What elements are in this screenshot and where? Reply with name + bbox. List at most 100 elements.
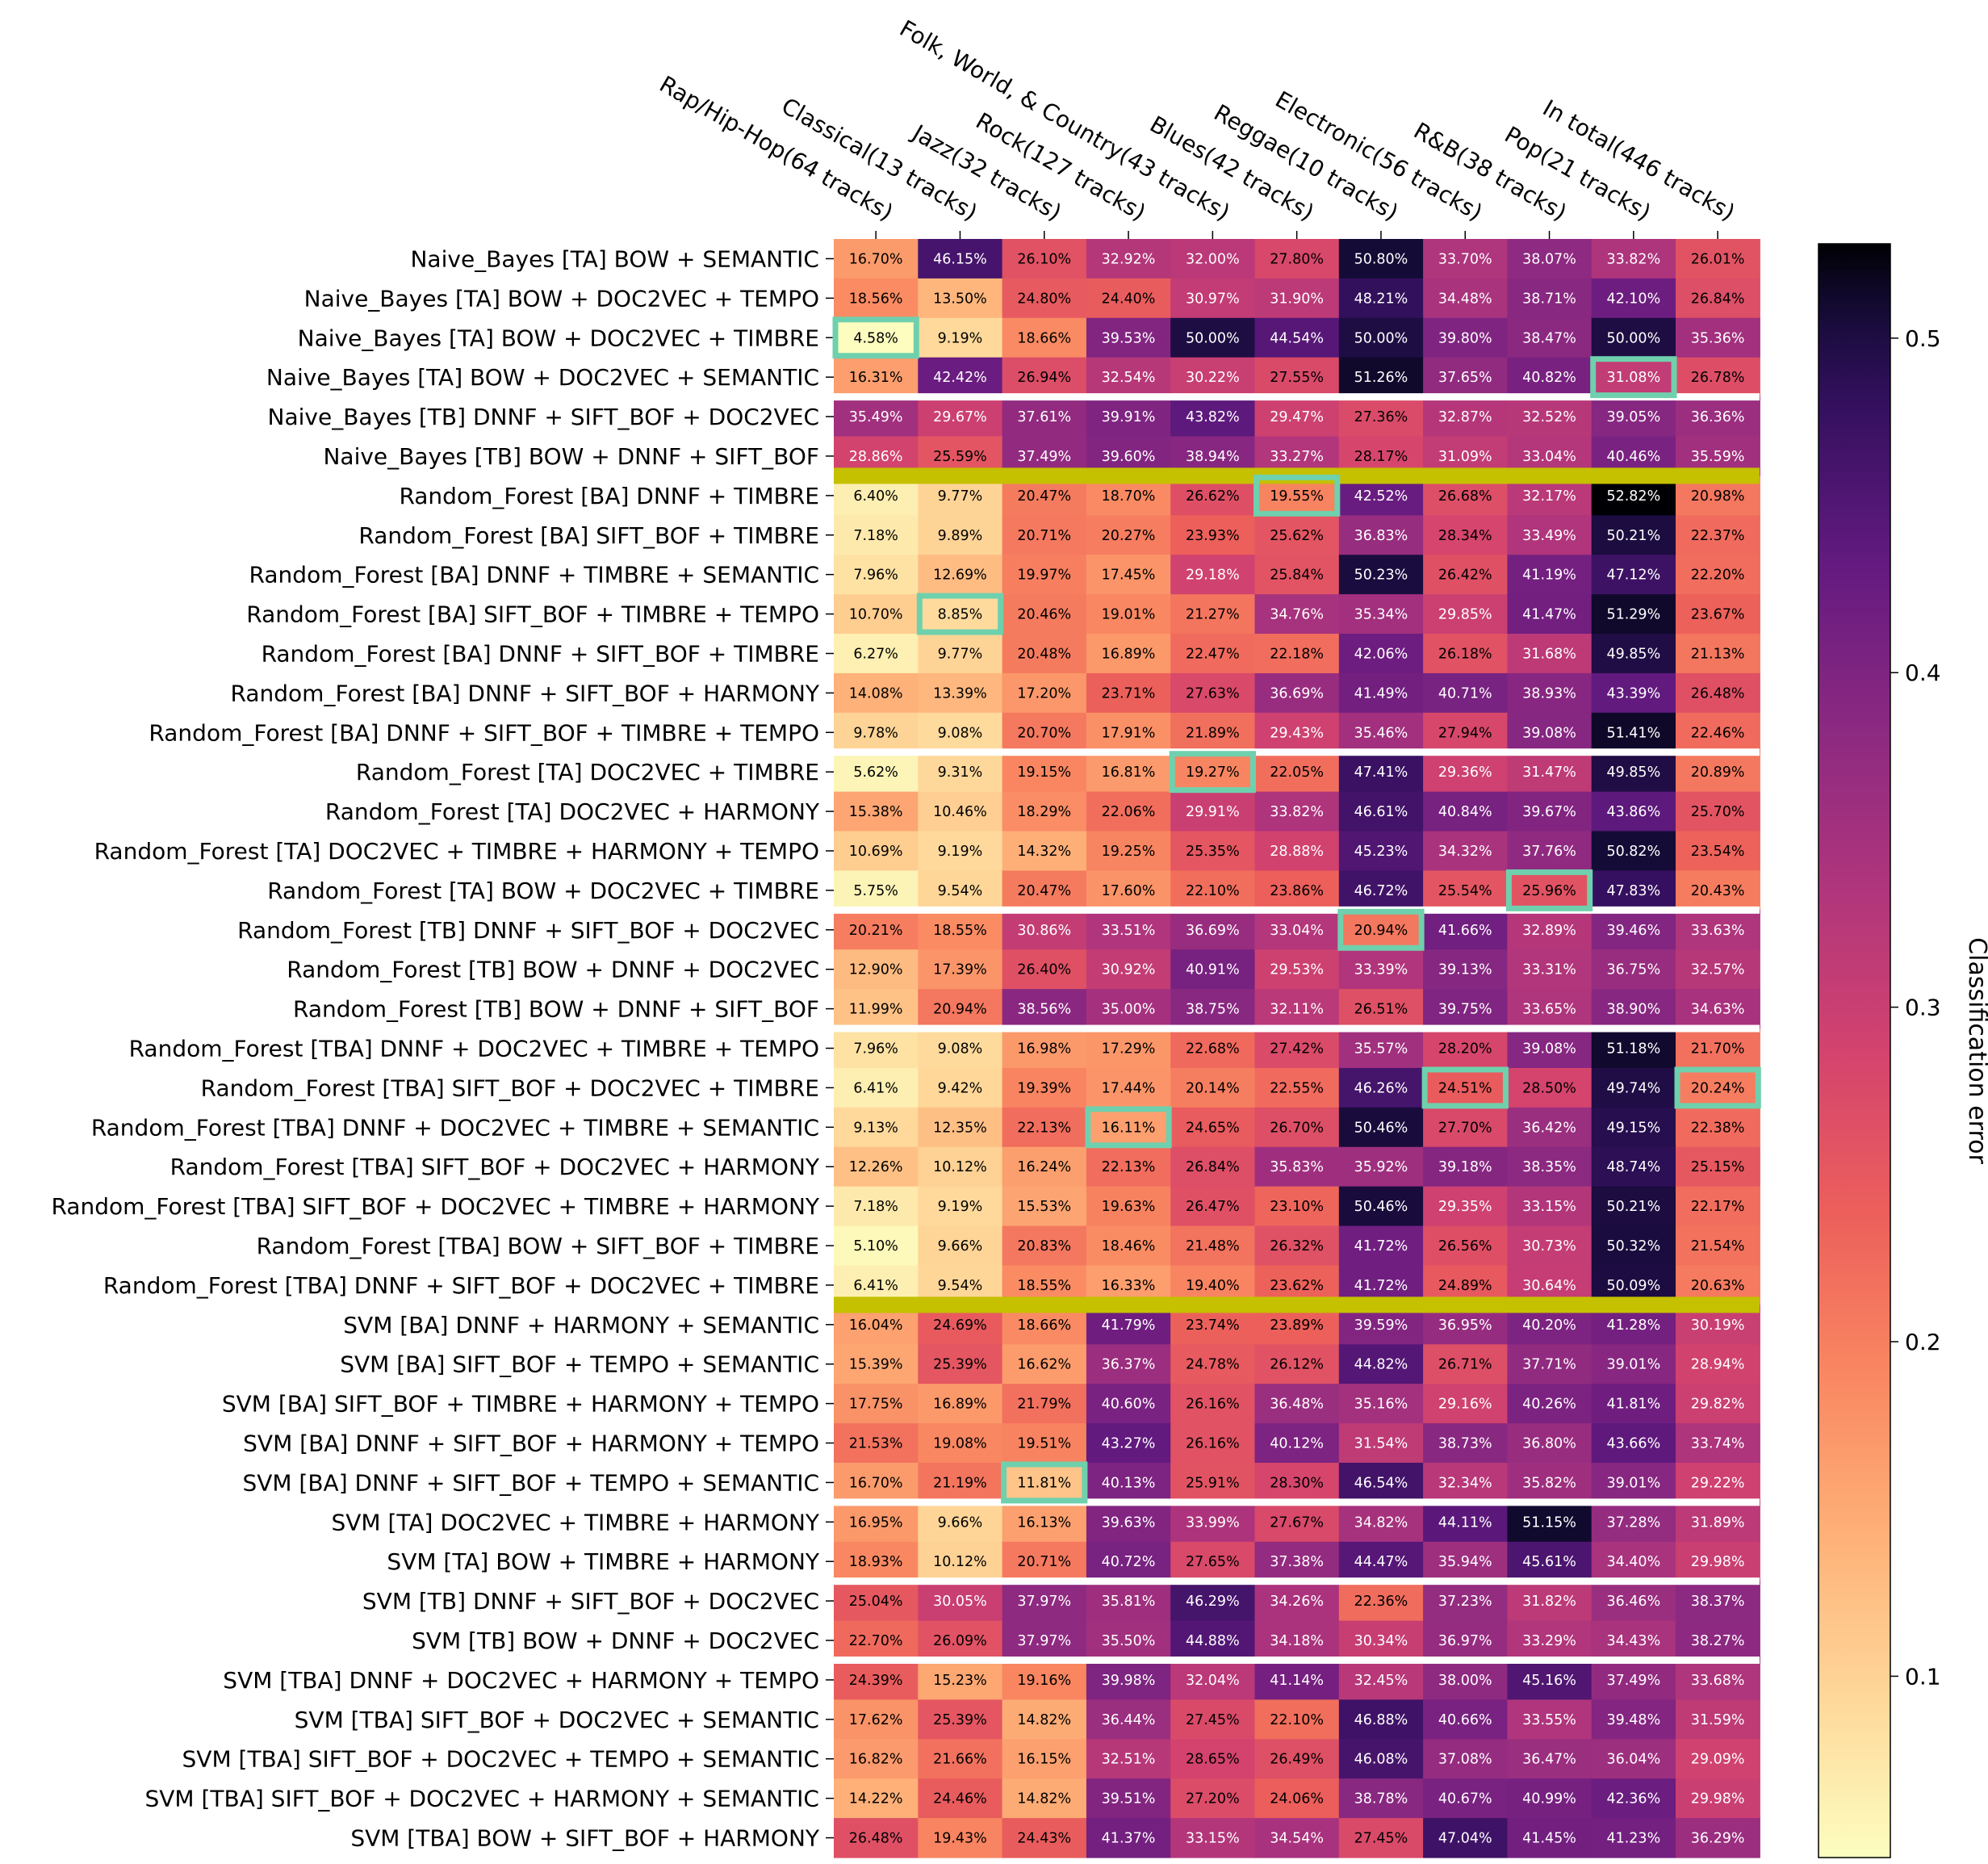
cell-value-label: 22.55% <box>1270 1080 1324 1096</box>
heatmap-cell <box>1423 1107 1508 1148</box>
heatmap-cell <box>1591 239 1676 279</box>
cell-value-label: 9.77% <box>938 488 983 505</box>
cell-value-label: 43.66% <box>1606 1436 1660 1452</box>
heatmap-cell <box>1170 1541 1256 1582</box>
cell-value-label: 29.82% <box>1691 1397 1745 1413</box>
heatmap-cell <box>1002 1028 1087 1069</box>
cell-value-label: 38.37% <box>1691 1594 1745 1610</box>
heatmap-cell <box>1254 1107 1340 1148</box>
cell-value-label: 20.47% <box>1017 883 1071 899</box>
cell-value-label: 38.07% <box>1522 251 1576 267</box>
row-label: SVM [BA] DNNF + SIFT_BOF + TEMPO + SEMAN… <box>242 1469 819 1496</box>
heatmap-cell <box>1423 910 1508 950</box>
heatmap-cell <box>834 1384 919 1424</box>
heatmap-cell <box>1086 1384 1171 1424</box>
heatmap-cell <box>1002 1384 1087 1424</box>
heatmap-cell <box>834 1423 919 1464</box>
cell-value-label: 28.86% <box>849 449 903 465</box>
heatmap-cell <box>834 910 919 950</box>
heatmap-cell <box>1086 278 1171 319</box>
cell-value-label: 17.45% <box>1102 568 1156 584</box>
cell-value-label: 47.12% <box>1606 568 1660 584</box>
cell-value-label: 35.82% <box>1522 1475 1576 1491</box>
row-label: Naive_Bayes [TA] BOW + DOC2VEC + SEMANTI… <box>266 364 819 391</box>
cell-value-label: 32.51% <box>1102 1752 1156 1768</box>
group-separator <box>834 906 1760 914</box>
group-separator <box>834 1024 1760 1033</box>
heatmap-cell <box>1591 1344 1676 1384</box>
cell-value-label: 22.36% <box>1354 1594 1408 1610</box>
heatmap-cell <box>1676 1620 1760 1661</box>
cell-value-label: 32.87% <box>1438 409 1492 425</box>
heatmap-cell <box>1170 949 1256 990</box>
heatmap-cell <box>1507 1225 1592 1267</box>
row-label: SVM [BA] DNNF + HARMONY + SEMANTIC <box>343 1312 819 1338</box>
heatmap-cell <box>918 396 1003 438</box>
row-label: Naive_Bayes [TA] BOW + DOC2VEC + TIMBRE <box>298 325 819 351</box>
heatmap-cell <box>834 1107 919 1148</box>
heatmap-cell <box>1254 1818 1340 1858</box>
row-label: Random_Forest [TA] DOC2VEC + TIMBRE + HA… <box>94 838 819 865</box>
cell-value-label: 30.64% <box>1522 1278 1576 1294</box>
heatmap-cell <box>834 1028 919 1069</box>
heatmap-cell <box>918 1225 1003 1267</box>
heatmap-cell <box>834 1818 919 1858</box>
heatmap-cell <box>918 910 1003 950</box>
highlight-box <box>1337 908 1425 951</box>
cell-value-label: 34.32% <box>1438 844 1492 860</box>
heatmap-cell <box>1338 278 1424 319</box>
cell-value-label: 31.90% <box>1270 291 1324 307</box>
cell-value-label: 23.54% <box>1691 844 1745 860</box>
heatmap-cell <box>1676 1699 1760 1740</box>
heatmap-cell <box>1591 278 1676 319</box>
cell-value-label: 27.65% <box>1186 1554 1240 1570</box>
heatmap-cell <box>1086 1107 1171 1148</box>
cell-value-label: 29.47% <box>1270 409 1324 425</box>
cell-value-label: 34.63% <box>1691 1002 1745 1018</box>
heatmap-cell <box>1676 555 1760 595</box>
heatmap-cell <box>834 831 919 872</box>
cell-value-label: 36.95% <box>1438 1317 1492 1334</box>
heatmap-cell <box>1254 1620 1340 1661</box>
heatmap-cell <box>834 1067 919 1108</box>
cell-value-label: 36.36% <box>1691 409 1745 425</box>
cell-value-label: 11.99% <box>849 1002 903 1018</box>
cell-value-label: 29.35% <box>1438 1199 1492 1215</box>
cell-value-label: 9.54% <box>938 883 983 899</box>
heatmap-cell <box>834 1186 919 1227</box>
cell-value-label: 41.47% <box>1522 607 1576 623</box>
cell-value-label: 37.97% <box>1017 1594 1071 1610</box>
cell-value-label: 49.85% <box>1606 646 1660 662</box>
heatmap-cell <box>1086 949 1171 990</box>
cell-value-label: 16.24% <box>1017 1159 1071 1175</box>
heatmap-cell <box>1507 1739 1592 1779</box>
cell-value-label: 22.17% <box>1691 1199 1745 1215</box>
row-label: Naive_Bayes [TA] BOW + SEMANTIC <box>410 245 819 272</box>
cell-value-label: 19.51% <box>1017 1436 1071 1452</box>
cell-value-label: 20.21% <box>849 923 903 939</box>
heatmap-cell <box>1591 1107 1676 1148</box>
heatmap-cell <box>1170 1186 1256 1227</box>
heatmap-cell <box>1423 1067 1508 1108</box>
cell-value-label: 21.19% <box>933 1475 987 1491</box>
cell-value-label: 40.26% <box>1522 1397 1576 1413</box>
row-label: Random_Forest [TBA] DNNF + DOC2VEC + TIM… <box>91 1114 819 1141</box>
heatmap-cell <box>1507 1423 1592 1464</box>
heatmap-cell <box>918 1699 1003 1740</box>
row-label: Random_Forest [BA] DNNF + SIFT_BOF + TIM… <box>149 719 819 746</box>
classifier-separator <box>834 1296 1760 1313</box>
heatmap-cell <box>1676 1067 1760 1108</box>
cell-value-label: 39.01% <box>1606 1357 1660 1373</box>
cell-value-label: 7.96% <box>853 568 898 584</box>
heatmap-cell <box>1254 1541 1340 1582</box>
heatmap-cell <box>1676 278 1760 319</box>
cell-value-label: 29.98% <box>1691 1554 1745 1570</box>
heatmap-cell <box>1254 239 1340 279</box>
heatmap-cell <box>1676 1502 1760 1543</box>
heatmap-cells: 16.70% 46.15% 26.10% 32.92% 32.00% 27.80% 50.8… <box>834 239 1760 1858</box>
heatmap-cell <box>1507 910 1592 950</box>
cell-value-label: 38.47% <box>1522 330 1576 346</box>
heatmap-cell <box>1170 712 1256 753</box>
cell-value-label: 16.98% <box>1017 1041 1071 1058</box>
cell-value-label: 38.00% <box>1438 1673 1492 1689</box>
